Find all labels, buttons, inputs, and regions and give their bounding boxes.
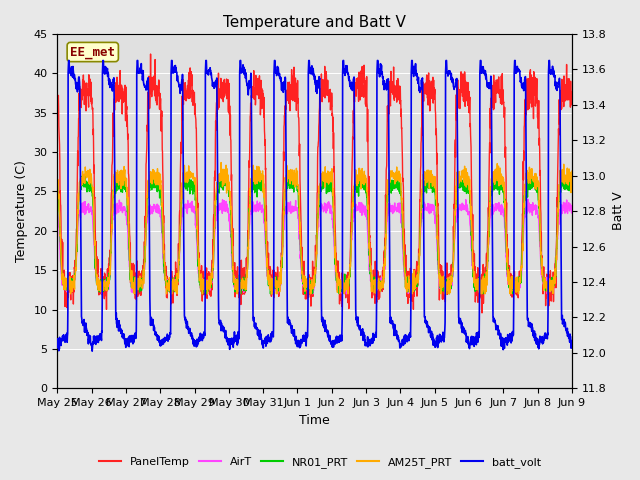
Line: AM25T_PRT: AM25T_PRT [58, 163, 572, 294]
batt_volt [465, 338, 472, 344]
Title: Temperature and Batt V: Temperature and Batt V [223, 15, 406, 30]
NR01_PRT [198, 291, 206, 297]
AM25T_PRT [568, 168, 576, 174]
AM25T_PRT [217, 160, 225, 166]
AirT [340, 281, 348, 287]
batt_volt [198, 336, 205, 342]
batt_volt [88, 348, 96, 354]
Line: PanelTemp: PanelTemp [58, 54, 572, 313]
NR01_PRT [330, 209, 337, 215]
PanelTemp [537, 234, 545, 240]
AM25T_PRT [197, 281, 205, 287]
X-axis label: Time: Time [300, 414, 330, 427]
Legend: PanelTemp, AirT, NR01_PRT, AM25T_PRT, batt_volt: PanelTemp, AirT, NR01_PRT, AM25T_PRT, ba… [94, 452, 546, 472]
AM25T_PRT [523, 176, 531, 181]
AM25T_PRT [465, 182, 472, 188]
Y-axis label: Temperature (C): Temperature (C) [15, 160, 28, 262]
NR01_PRT [257, 170, 264, 176]
NR01_PRT [341, 271, 349, 277]
NR01_PRT [465, 178, 472, 184]
batt_volt [568, 339, 576, 345]
Line: AirT: AirT [58, 200, 572, 294]
PanelTemp [464, 80, 472, 85]
AirT [568, 204, 576, 209]
AM25T_PRT [341, 281, 349, 287]
Line: NR01_PRT: NR01_PRT [58, 173, 572, 294]
PanelTemp [523, 76, 531, 82]
NR01_PRT [523, 180, 531, 186]
AirT [330, 227, 337, 233]
NR01_PRT [568, 189, 576, 195]
AirT [54, 209, 61, 215]
AirT [197, 286, 205, 291]
PanelTemp [54, 98, 61, 104]
PanelTemp [340, 284, 348, 290]
PanelTemp [478, 310, 486, 316]
batt_volt [65, 58, 72, 63]
PanelTemp [147, 51, 154, 57]
batt_volt [523, 249, 531, 254]
AM25T_PRT [537, 252, 545, 258]
batt_volt [330, 344, 337, 350]
AirT [524, 197, 532, 203]
NR01_PRT [537, 259, 545, 264]
batt_volt [54, 340, 61, 346]
Line: batt_volt: batt_volt [58, 60, 572, 351]
PanelTemp [330, 146, 337, 152]
AirT [98, 291, 106, 297]
Y-axis label: Batt V: Batt V [612, 192, 625, 230]
NR01_PRT [54, 182, 61, 188]
AirT [464, 211, 472, 217]
AM25T_PRT [67, 291, 75, 297]
PanelTemp [197, 270, 205, 276]
AirT [537, 267, 545, 273]
AM25T_PRT [330, 203, 337, 209]
NR01_PRT [197, 278, 205, 284]
batt_volt [537, 339, 545, 345]
AirT [523, 205, 531, 211]
batt_volt [341, 69, 349, 74]
PanelTemp [568, 102, 576, 108]
AM25T_PRT [54, 184, 61, 190]
Text: EE_met: EE_met [70, 46, 115, 59]
